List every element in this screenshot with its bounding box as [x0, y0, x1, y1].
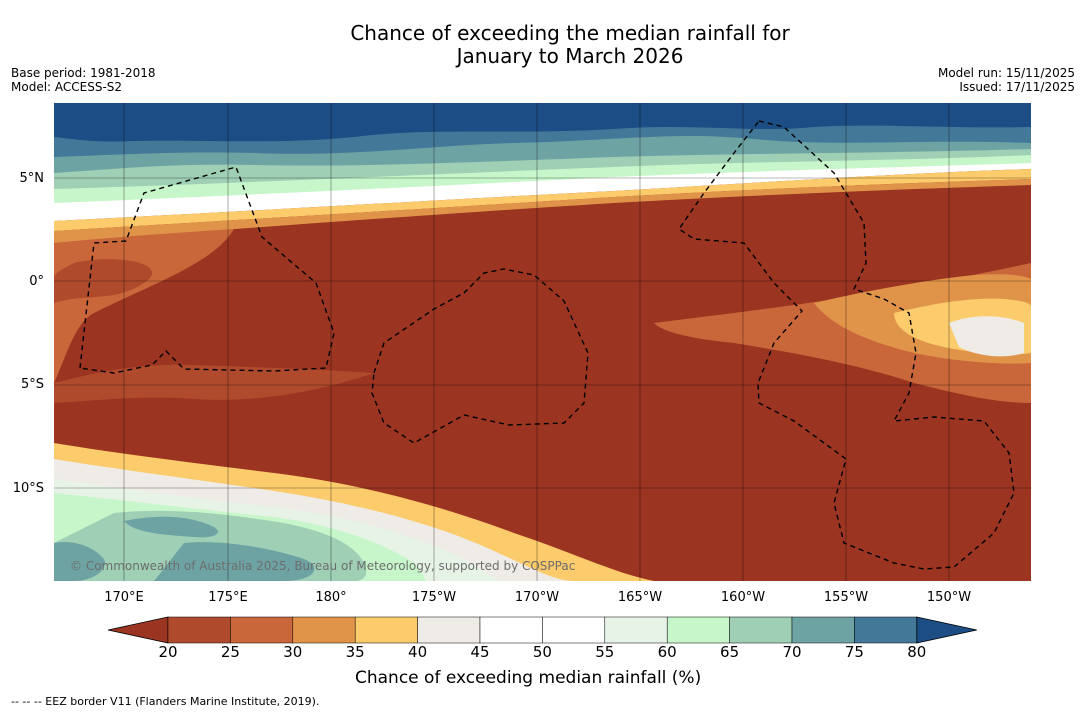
- eez-tokelau: [371, 268, 589, 444]
- map-title: Chance of exceeding the median rainfall …: [0, 22, 1085, 68]
- lon-label-175e: 175°E: [208, 590, 248, 605]
- colorbar-cell: [666, 616, 730, 644]
- model-run: Model run: 15/11/2025: [937, 66, 1075, 80]
- lat-label-5n: 5°N: [19, 171, 45, 186]
- colorbar-tick: 45: [470, 643, 490, 661]
- lat-label-5s: 5°S: [20, 377, 44, 392]
- southwest-brown: [54, 364, 374, 403]
- graticule: [54, 103, 1031, 581]
- colorbar-cell: [479, 616, 543, 644]
- colorbar-tick: 25: [220, 643, 240, 661]
- eez-footnote: -- -- -- EEZ border V11 (Flanders Marine…: [11, 695, 320, 708]
- colorbar-label: Chance of exceeding median rainfall (%): [355, 668, 702, 688]
- colorbar-extend-high: [916, 616, 977, 644]
- lon-label-170w: 170°W: [514, 590, 560, 605]
- eez-borders: [79, 120, 1015, 570]
- lon-label-170e: 170°E: [104, 590, 144, 605]
- colorbar-cell: [854, 616, 918, 644]
- colorbar-cell: [604, 616, 668, 644]
- colorbar-tick: 80: [907, 643, 927, 661]
- lon-label-175w: 175°W: [411, 590, 457, 605]
- north-orange-edge: [54, 179, 1031, 243]
- eez-cook-polynesia: [678, 120, 1015, 570]
- colorbar-cell: [354, 616, 418, 644]
- north-band-over80: [54, 103, 1031, 142]
- colorbar-tick: 75: [844, 643, 864, 661]
- colorbar-tick: 60: [657, 643, 677, 661]
- lon-label-165w: 165°W: [617, 590, 663, 605]
- colorbar-tick: 40: [408, 643, 428, 661]
- lon-label-155w: 155°W: [823, 590, 869, 605]
- colorbar-tick: 35: [345, 643, 365, 661]
- colorbar: [108, 616, 977, 644]
- meta-left: Base period: 1981-2018 Model: ACCESS-S2: [11, 66, 156, 94]
- colorbar-cell: [167, 616, 231, 644]
- colorbar-cell: [791, 616, 855, 644]
- eez-kiribati-west: [79, 166, 335, 374]
- rainfall-map: [54, 103, 1031, 581]
- colorbar-tick: 50: [532, 643, 552, 661]
- model-name: Model: ACCESS-S2: [11, 80, 123, 94]
- colorbar-tick: 65: [720, 643, 740, 661]
- title-line-2: January to March 2026: [456, 44, 684, 68]
- colorbar-extend-low: [108, 616, 169, 644]
- colorbar-cell: [417, 616, 481, 644]
- colorbar-cell: [292, 616, 356, 644]
- east-white-patch: [949, 316, 1024, 357]
- lon-label-160w: 160°W: [720, 590, 766, 605]
- colorbar-tick: 30: [283, 643, 303, 661]
- lat-label-10s: 10°S: [12, 481, 44, 496]
- south-band-75: [54, 516, 315, 581]
- lon-label-180: 180°: [315, 590, 347, 605]
- colorbar-cell: [230, 616, 294, 644]
- lon-label-150w: 150°W: [926, 590, 972, 605]
- issued-date: Issued: 17/11/2025: [959, 80, 1075, 94]
- base-period: Base period: 1981-2018: [11, 66, 156, 80]
- meta-right: Model run: 15/11/2025 Issued: 17/11/2025: [938, 66, 1075, 94]
- colorbar-tick: 55: [595, 643, 615, 661]
- map-canvas: [54, 103, 1031, 581]
- copyright-text: © Commonwealth of Australia 2025, Bureau…: [70, 559, 576, 573]
- colorbar-tick: 20: [158, 643, 178, 661]
- north-yellow-edge: [54, 169, 1031, 231]
- lat-label-0: 0°: [29, 274, 44, 289]
- colorbar-cell: [729, 616, 793, 644]
- title-line-1: Chance of exceeding the median rainfall …: [350, 21, 790, 45]
- colorbar-tick: 70: [782, 643, 802, 661]
- colorbar-cell: [542, 616, 606, 644]
